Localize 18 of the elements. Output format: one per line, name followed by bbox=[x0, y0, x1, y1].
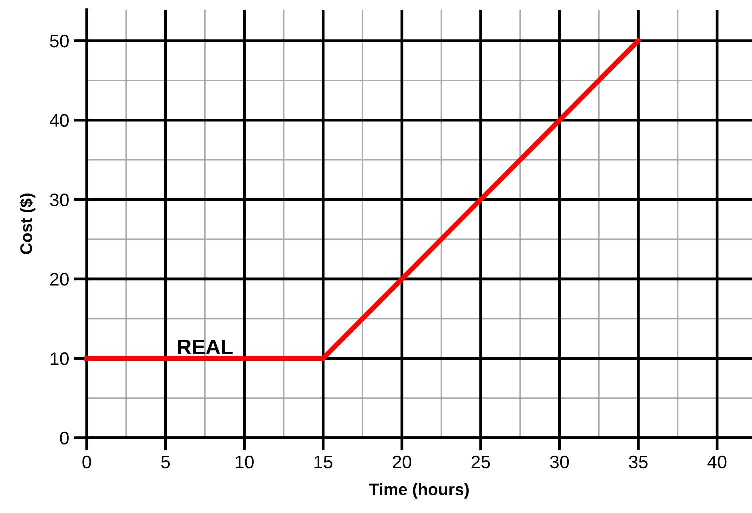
x-tick-label: 5 bbox=[161, 456, 170, 469]
x-tick-label: 0 bbox=[82, 456, 92, 469]
x-tick-label: 40 bbox=[708, 456, 727, 469]
x-tick-label: 25 bbox=[472, 456, 490, 469]
y-tick-label: 10 bbox=[50, 352, 69, 366]
x-tick-label: 15 bbox=[314, 456, 333, 469]
y-tick-label: 30 bbox=[50, 194, 69, 206]
x-axis-title: Time (hours) bbox=[369, 483, 469, 499]
y-tick-label: 50 bbox=[50, 34, 69, 48]
x-tick-label: 30 bbox=[550, 456, 570, 469]
x-tick-label: 20 bbox=[393, 456, 412, 469]
y-tick-label: 20 bbox=[50, 273, 69, 286]
y-axis-title: Cost ($) bbox=[20, 194, 36, 254]
x-tick-label: 35 bbox=[629, 456, 648, 469]
x-tick-label: 10 bbox=[236, 456, 254, 469]
series-label: REAL bbox=[178, 340, 233, 354]
y-tick-label: 40 bbox=[50, 114, 69, 128]
y-tick-label: 0 bbox=[60, 432, 69, 445]
